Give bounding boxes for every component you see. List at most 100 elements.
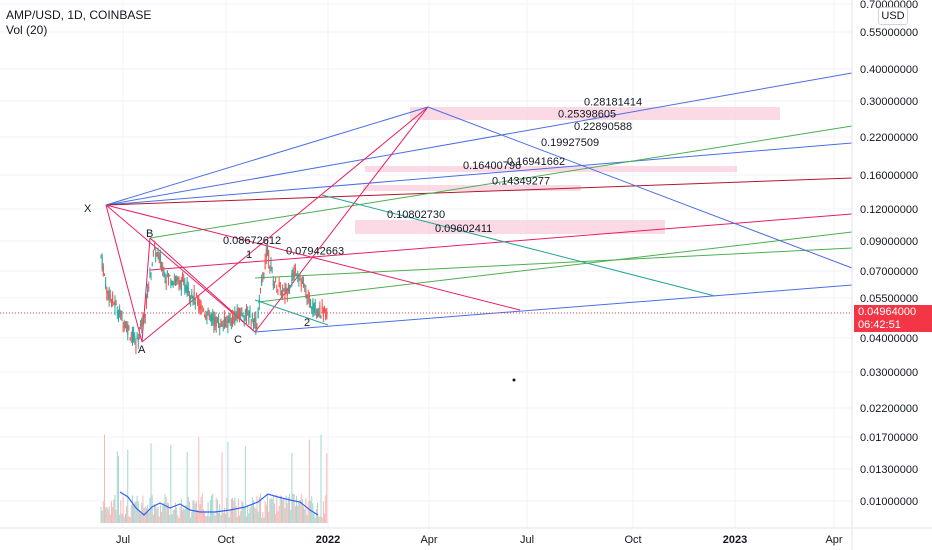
candle-body bbox=[112, 294, 114, 304]
candle-body bbox=[190, 297, 192, 300]
volume-bar bbox=[312, 503, 314, 523]
x-tick-label: Jul bbox=[116, 534, 130, 546]
candle-body bbox=[229, 318, 231, 322]
volume-bar bbox=[107, 509, 109, 523]
volume-bar bbox=[311, 496, 313, 523]
candle-body bbox=[165, 280, 167, 283]
candle-body bbox=[128, 327, 130, 329]
price-annotation: 0.28181414 bbox=[584, 96, 642, 108]
volume-bar bbox=[220, 515, 222, 523]
candle-body bbox=[199, 301, 201, 310]
volume-bar bbox=[229, 510, 231, 523]
trend-line bbox=[427, 106, 853, 269]
candle-body bbox=[202, 310, 204, 312]
volume-bar bbox=[298, 501, 300, 523]
volume-bar bbox=[228, 517, 230, 523]
price-annotation: 0.09602411 bbox=[435, 223, 492, 235]
volume-bar bbox=[173, 509, 175, 523]
volume-bar bbox=[285, 495, 287, 523]
volume-bar bbox=[185, 505, 187, 523]
y-tick-label: 0.02200000 bbox=[860, 403, 918, 415]
candle-body bbox=[120, 310, 122, 319]
volume-bar bbox=[122, 496, 124, 523]
volume-bar bbox=[130, 504, 132, 523]
volume-bar bbox=[149, 497, 151, 523]
volume-bar bbox=[168, 503, 170, 523]
trend-line bbox=[105, 204, 521, 311]
candle-body bbox=[126, 323, 128, 332]
candle-body bbox=[243, 316, 245, 320]
volume-bar bbox=[202, 508, 204, 523]
candle-body bbox=[212, 314, 214, 321]
candle-body bbox=[241, 308, 243, 313]
volume-bar bbox=[212, 493, 214, 523]
trend-line bbox=[105, 204, 256, 333]
candle-body bbox=[304, 284, 306, 287]
volume-bar bbox=[165, 496, 167, 523]
fib-zone bbox=[355, 220, 665, 234]
wave-label: B bbox=[146, 228, 153, 240]
candle-body bbox=[158, 253, 160, 262]
volume-bar bbox=[299, 500, 301, 523]
x-tick-label: 2022 bbox=[316, 534, 340, 546]
volume-bar bbox=[322, 501, 324, 523]
trend-line bbox=[149, 125, 853, 239]
volume-bar bbox=[234, 497, 236, 523]
volume-bar bbox=[290, 510, 292, 523]
volume-bar bbox=[308, 439, 310, 523]
price-axis[interactable]: 0.70000000 0.55000000 0.40000000 0.30000000… bbox=[851, 0, 918, 550]
y-tick-label: 0.16000000 bbox=[860, 170, 918, 182]
volume-bar bbox=[199, 504, 201, 523]
candle-body bbox=[278, 283, 280, 287]
candle-body bbox=[129, 338, 131, 340]
candle-body bbox=[197, 297, 199, 305]
candle-body bbox=[255, 317, 257, 329]
volume-bar bbox=[172, 510, 174, 523]
volume-bar bbox=[106, 506, 108, 523]
candle-body bbox=[219, 326, 221, 329]
volume-bar bbox=[232, 498, 234, 523]
candle-body bbox=[235, 314, 237, 320]
candle-body bbox=[101, 257, 103, 269]
volume-bar bbox=[304, 509, 306, 523]
volume-bar bbox=[269, 499, 271, 523]
volume-bar bbox=[211, 495, 213, 523]
volume-bar bbox=[144, 506, 146, 523]
volume-bar bbox=[114, 494, 116, 523]
volume-bar bbox=[266, 494, 268, 523]
volume-bar bbox=[287, 496, 289, 523]
candle-body bbox=[127, 324, 129, 336]
candle-body bbox=[186, 281, 188, 296]
time-axis[interactable]: Jul Oct 2022 Apr Jul Oct 2023 Apr bbox=[0, 527, 932, 546]
candle-body bbox=[228, 314, 230, 318]
candle-body bbox=[269, 266, 271, 269]
currency-button[interactable]: USD bbox=[878, 7, 908, 25]
volume-bar bbox=[243, 506, 245, 523]
cursor-dot bbox=[512, 378, 516, 382]
candle-body bbox=[162, 266, 164, 272]
candle-body bbox=[194, 301, 196, 305]
candle-body bbox=[279, 282, 281, 290]
trend-line bbox=[254, 106, 429, 333]
candle-body bbox=[156, 252, 158, 256]
candle-body bbox=[117, 313, 119, 319]
wave-label: 2 bbox=[304, 317, 310, 329]
candle-body bbox=[239, 314, 241, 317]
candle-body bbox=[205, 315, 207, 319]
volume-bar bbox=[303, 506, 305, 523]
volume-bar bbox=[314, 517, 316, 523]
volume-bar bbox=[150, 443, 152, 523]
volume-bar bbox=[147, 504, 149, 523]
bar-countdown: 06:42:51 bbox=[858, 319, 901, 331]
y-tick-label: 0.01000000 bbox=[860, 496, 918, 508]
volume-indicator-title: Vol (20) bbox=[6, 23, 48, 37]
candle-body bbox=[145, 296, 147, 308]
volume-bar bbox=[280, 495, 282, 523]
volume-bar bbox=[179, 506, 181, 523]
volume-bar bbox=[215, 497, 217, 523]
candle-body bbox=[280, 293, 282, 296]
candle-body bbox=[140, 320, 142, 327]
candle-body bbox=[159, 255, 161, 264]
volume-bar bbox=[276, 494, 278, 523]
